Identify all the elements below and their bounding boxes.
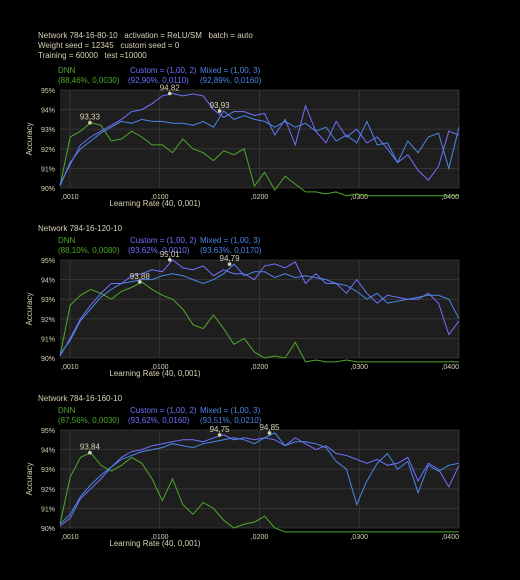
y-tick-label: 92%	[41, 317, 55, 324]
peak-marker	[227, 262, 232, 266]
x-tick-label: ,0010	[61, 534, 79, 541]
y-tick-label: 92%	[41, 147, 55, 154]
legend-name: DNN	[58, 66, 76, 75]
header-line-1: Network 784-16-80-10 activation = ReLU/S…	[38, 31, 253, 40]
peak-marker	[167, 258, 172, 262]
series-line	[59, 122, 459, 197]
chart-title: Network 784-16-160-10	[38, 394, 123, 403]
series-line	[59, 434, 460, 527]
x-tick-label: ,0100	[151, 194, 169, 201]
chart-3: Network 784-16-160-10 DNN(87,56%, 0,0030)…	[25, 394, 460, 548]
legend-name: Custom = (1,00, 2)	[130, 406, 197, 415]
y-tick-label: 95%	[41, 258, 55, 265]
legend-stat: (92,90%, 0,0110)	[128, 76, 189, 85]
legend-name: Mixed = (1,00, 3)	[200, 66, 261, 75]
x-axis-label: Learning Rate (40, 0,001)	[109, 539, 201, 548]
x-tick-label: ,0200	[251, 534, 269, 541]
legend-stat: (88,10%, 0,0080)	[58, 246, 120, 255]
y-tick-label: 92%	[41, 487, 55, 494]
peak-marker	[88, 450, 92, 455]
peak-label: 95,01	[160, 250, 181, 259]
series-line	[59, 263, 460, 355]
series-line	[59, 281, 459, 363]
y-tick-label: 93%	[41, 127, 55, 134]
chart-2: Network 784-16-120-10 DNN(88,10%, 0,0080)…	[25, 224, 460, 378]
peak-marker	[267, 431, 272, 435]
x-tick-label: ,0300	[350, 194, 368, 201]
x-tick-label: ,0300	[350, 364, 368, 371]
legend-stat: (92,89%, 0,0160)	[200, 76, 262, 85]
legend-stat: (93,63%, 0,0170)	[200, 246, 262, 255]
peak-label: 93,93	[210, 101, 231, 110]
peak-marker	[138, 280, 142, 284]
legend-name: Mixed = (1,00, 3)	[200, 406, 261, 415]
x-axis-label: Learning Rate (40, 0,001)	[109, 369, 201, 378]
peak-marker	[167, 91, 172, 96]
legend-name: Custom = (1,00, 2)	[130, 66, 197, 75]
series-line	[59, 92, 460, 185]
x-tick-label: ,0010	[61, 194, 79, 201]
peak-label: 94,85	[259, 423, 280, 432]
x-tick-label: ,0400	[441, 194, 459, 201]
peak-marker	[88, 120, 92, 125]
peak-label: 93,88	[130, 272, 151, 281]
legend-name: DNN	[58, 406, 76, 415]
y-tick-label: 90%	[41, 356, 55, 363]
peak-label: 94,75	[210, 425, 231, 434]
legend-stat: (93,62%, 0,0010)	[128, 246, 190, 255]
legend-stat: (93,62%, 0,0160)	[128, 416, 190, 425]
y-tick-label: 90%	[41, 526, 55, 533]
x-tick-label: ,0400	[441, 534, 459, 541]
series-line	[59, 259, 460, 357]
header-line-2: Weight seed = 12345 custom seed = 0	[38, 41, 180, 50]
legend-name: DNN	[58, 236, 76, 245]
legend-name: Mixed = (1,00, 3)	[200, 236, 261, 245]
x-axis-label: Learning Rate (40, 0,001)	[109, 199, 201, 208]
x-tick-label: ,0200	[251, 364, 269, 371]
legend-stat: (87,56%, 0,0030)	[58, 416, 120, 425]
peak-label: 94,82	[160, 84, 181, 93]
chart-1: DNN(88,46%, 0,0030) Custom = (1,00, 2)(92…	[25, 66, 460, 208]
x-tick-label: ,0200	[251, 194, 269, 201]
y-axis-label: Accuracy	[25, 463, 34, 496]
y-tick-label: 95%	[41, 88, 55, 95]
y-tick-label: 90%	[41, 186, 55, 193]
x-tick-label: ,0010	[61, 364, 79, 371]
peak-marker	[217, 109, 222, 113]
y-tick-label: 94%	[41, 278, 55, 285]
y-tick-label: 93%	[41, 297, 55, 304]
series-line	[59, 432, 460, 525]
series-line	[59, 110, 460, 187]
y-tick-label: 94%	[41, 448, 55, 455]
y-axis-label: Accuracy	[25, 293, 34, 326]
y-axis-label: Accuracy	[25, 123, 34, 156]
y-tick-label: 91%	[41, 336, 55, 343]
series-line	[59, 452, 459, 533]
peak-label: 93,84	[80, 443, 101, 452]
y-tick-label: 94%	[41, 108, 55, 115]
peak-marker	[217, 433, 222, 437]
legend-stat: (88,46%, 0,0030)	[58, 76, 120, 85]
legend-stat: (93,51%, 0,0210)	[200, 416, 262, 425]
legend-name: Custom = (1,00, 2)	[130, 236, 197, 245]
peak-label: 94,79	[220, 254, 241, 263]
x-tick-label: ,0100	[151, 364, 169, 371]
y-tick-label: 95%	[41, 428, 55, 435]
chart-title: Network 784-16-120-10	[38, 224, 123, 233]
y-tick-label: 91%	[41, 506, 55, 513]
header-line-3: Training = 60000 test =10000	[38, 51, 147, 60]
x-tick-label: ,0300	[350, 534, 368, 541]
x-tick-label: ,0100	[151, 534, 169, 541]
peak-label: 93,33	[80, 113, 101, 122]
y-tick-label: 91%	[41, 166, 55, 173]
x-tick-label: ,0400	[441, 364, 459, 371]
y-tick-label: 93%	[41, 467, 55, 474]
